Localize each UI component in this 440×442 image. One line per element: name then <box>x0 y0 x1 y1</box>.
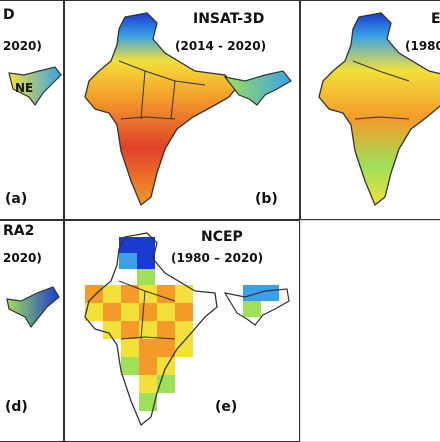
panel-tag: (a) <box>5 191 28 207</box>
panel-period: (2014 - 2020) <box>175 39 267 53</box>
map-d <box>6 286 60 329</box>
panel-tag: (d) <box>5 399 28 415</box>
panel-d: RA2 2020) (d) <box>0 220 64 442</box>
panel-a: D 2020) NE (a) <box>0 0 64 220</box>
panel-tag: (e) <box>215 399 238 415</box>
map-a <box>8 66 62 107</box>
panel-empty <box>300 220 440 442</box>
map-b <box>84 12 292 207</box>
grid-cells <box>85 237 279 411</box>
panel-title: NCEP <box>201 229 243 245</box>
panel-period: 2020) <box>3 39 42 53</box>
panel-period: (1980 – 2020) <box>171 251 264 265</box>
map-c <box>318 12 440 207</box>
map-e <box>84 232 290 427</box>
panel-title: D <box>3 7 15 23</box>
panel-period: 2020) <box>3 251 42 265</box>
panel-period: (1980 <box>405 39 440 53</box>
panel-c: E (1980 <box>300 0 440 220</box>
panel-b: INSAT-3D (2014 - 2020) (b) <box>64 0 300 220</box>
panel-title: RA2 <box>3 223 35 239</box>
panel-title: INSAT-3D <box>193 11 265 27</box>
panel-tag: (b) <box>255 191 278 207</box>
panel-e: NCEP (1980 – 2020) (e) <box>64 220 300 442</box>
panel-title: E <box>431 11 440 27</box>
region-label-ne: NE <box>15 81 34 95</box>
